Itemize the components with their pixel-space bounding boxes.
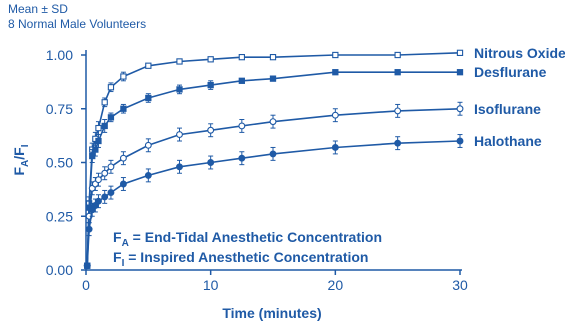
annotation-fi-main: F <box>113 249 122 265</box>
y-axis-label-slash: /F <box>11 147 27 160</box>
data-point <box>176 58 183 65</box>
annotation-fa-text: = End-Tidal Anesthetic Concentration <box>129 229 382 245</box>
data-point <box>95 124 102 132</box>
data-point <box>119 154 127 162</box>
data-point <box>85 225 93 233</box>
annotation-fi-text: = Inspired Anesthetic Concentration <box>124 249 368 265</box>
x-tick-label: 20 <box>328 277 344 293</box>
annotation-fa-main: F <box>113 229 122 245</box>
data-point <box>95 176 102 184</box>
data-point <box>207 56 214 63</box>
data-point <box>95 137 102 145</box>
data-point <box>107 114 115 121</box>
chart-note-stat: Mean ± SD <box>8 2 68 16</box>
series-label-isoflurane: Isoflurane <box>474 101 541 117</box>
series-label-nitrous-oxide: Nitrous Oxide <box>474 45 565 61</box>
data-point <box>332 51 339 59</box>
chart-axes <box>85 50 462 271</box>
data-point <box>120 105 127 112</box>
data-point <box>207 81 214 89</box>
data-point <box>394 139 402 147</box>
y-tick-label: 0.75 <box>46 101 73 117</box>
annotation-fi: FI = Inspired Anesthetic Concentration <box>113 249 368 269</box>
series-line-halothane <box>86 140 461 266</box>
data-point <box>145 62 152 69</box>
data-point <box>101 99 108 106</box>
data-point <box>238 122 246 130</box>
annotation-fa: FA = End-Tidal Anesthetic Concentration <box>113 229 382 249</box>
data-point <box>95 197 102 205</box>
data-point <box>332 69 339 76</box>
series-halothane <box>83 134 464 270</box>
data-point <box>101 169 109 177</box>
annotation-fi-sub: I <box>122 258 125 269</box>
data-point <box>456 137 464 145</box>
y-tick-label: 1.00 <box>46 47 73 63</box>
data-point <box>101 193 109 201</box>
data-point <box>238 154 246 162</box>
chart-note-subjects: 8 Normal Male Volunteers <box>8 17 147 31</box>
data-point <box>83 262 91 270</box>
data-point <box>144 141 152 149</box>
series-label-halothane: Halothane <box>474 133 542 149</box>
y-tick-label: 0.00 <box>46 262 73 278</box>
data-point <box>456 105 464 113</box>
data-point <box>120 73 127 80</box>
data-point <box>456 49 464 56</box>
x-tick-label: 0 <box>82 277 90 293</box>
data-point <box>145 94 152 102</box>
data-point <box>176 131 183 139</box>
y-tick-label: 0.25 <box>46 208 73 224</box>
data-point <box>238 53 245 61</box>
data-point <box>269 53 277 61</box>
x-tick-label: 30 <box>452 277 468 293</box>
data-point <box>207 126 215 134</box>
series-isoflurane <box>83 101 464 270</box>
data-point <box>176 86 183 93</box>
data-point <box>92 146 99 153</box>
data-point <box>107 189 115 197</box>
chart-series-labels: Nitrous Oxide Desflurane Isoflurane Halotha… <box>474 45 565 149</box>
data-point <box>394 51 401 59</box>
chart-series <box>83 49 464 270</box>
annotation-fa-sub: A <box>122 238 129 249</box>
data-point <box>394 69 401 76</box>
series-line-nitrous-oxide <box>86 52 461 266</box>
data-point <box>101 122 108 130</box>
data-point <box>394 107 402 115</box>
x-tick-label: 10 <box>203 277 219 293</box>
data-point <box>456 69 464 76</box>
series-label-desflurane: Desflurane <box>474 64 547 80</box>
data-point <box>176 163 183 171</box>
y-axis-label-sub-a: A <box>20 160 31 167</box>
data-point <box>269 75 277 82</box>
data-point <box>269 118 277 126</box>
y-axis-label: FA/FI <box>11 144 31 175</box>
data-point <box>107 163 115 171</box>
y-axis-label-sub-i: I <box>20 144 31 147</box>
y-axis-label-main: F <box>11 167 27 176</box>
data-point <box>207 159 215 166</box>
data-point <box>119 180 127 188</box>
data-point <box>331 144 339 151</box>
data-point <box>107 84 115 91</box>
series-line-desflurane <box>86 71 460 266</box>
chart-ticks: 0.00 0.25 0.50 0.75 1.00 0 10 20 30 <box>46 47 468 293</box>
data-point <box>331 111 339 119</box>
data-point <box>238 77 245 84</box>
data-point <box>144 171 152 179</box>
y-tick-label: 0.50 <box>46 155 73 171</box>
series-desflurane <box>84 69 464 269</box>
x-axis-label: Time (minutes) <box>222 305 321 321</box>
data-point <box>269 150 277 158</box>
